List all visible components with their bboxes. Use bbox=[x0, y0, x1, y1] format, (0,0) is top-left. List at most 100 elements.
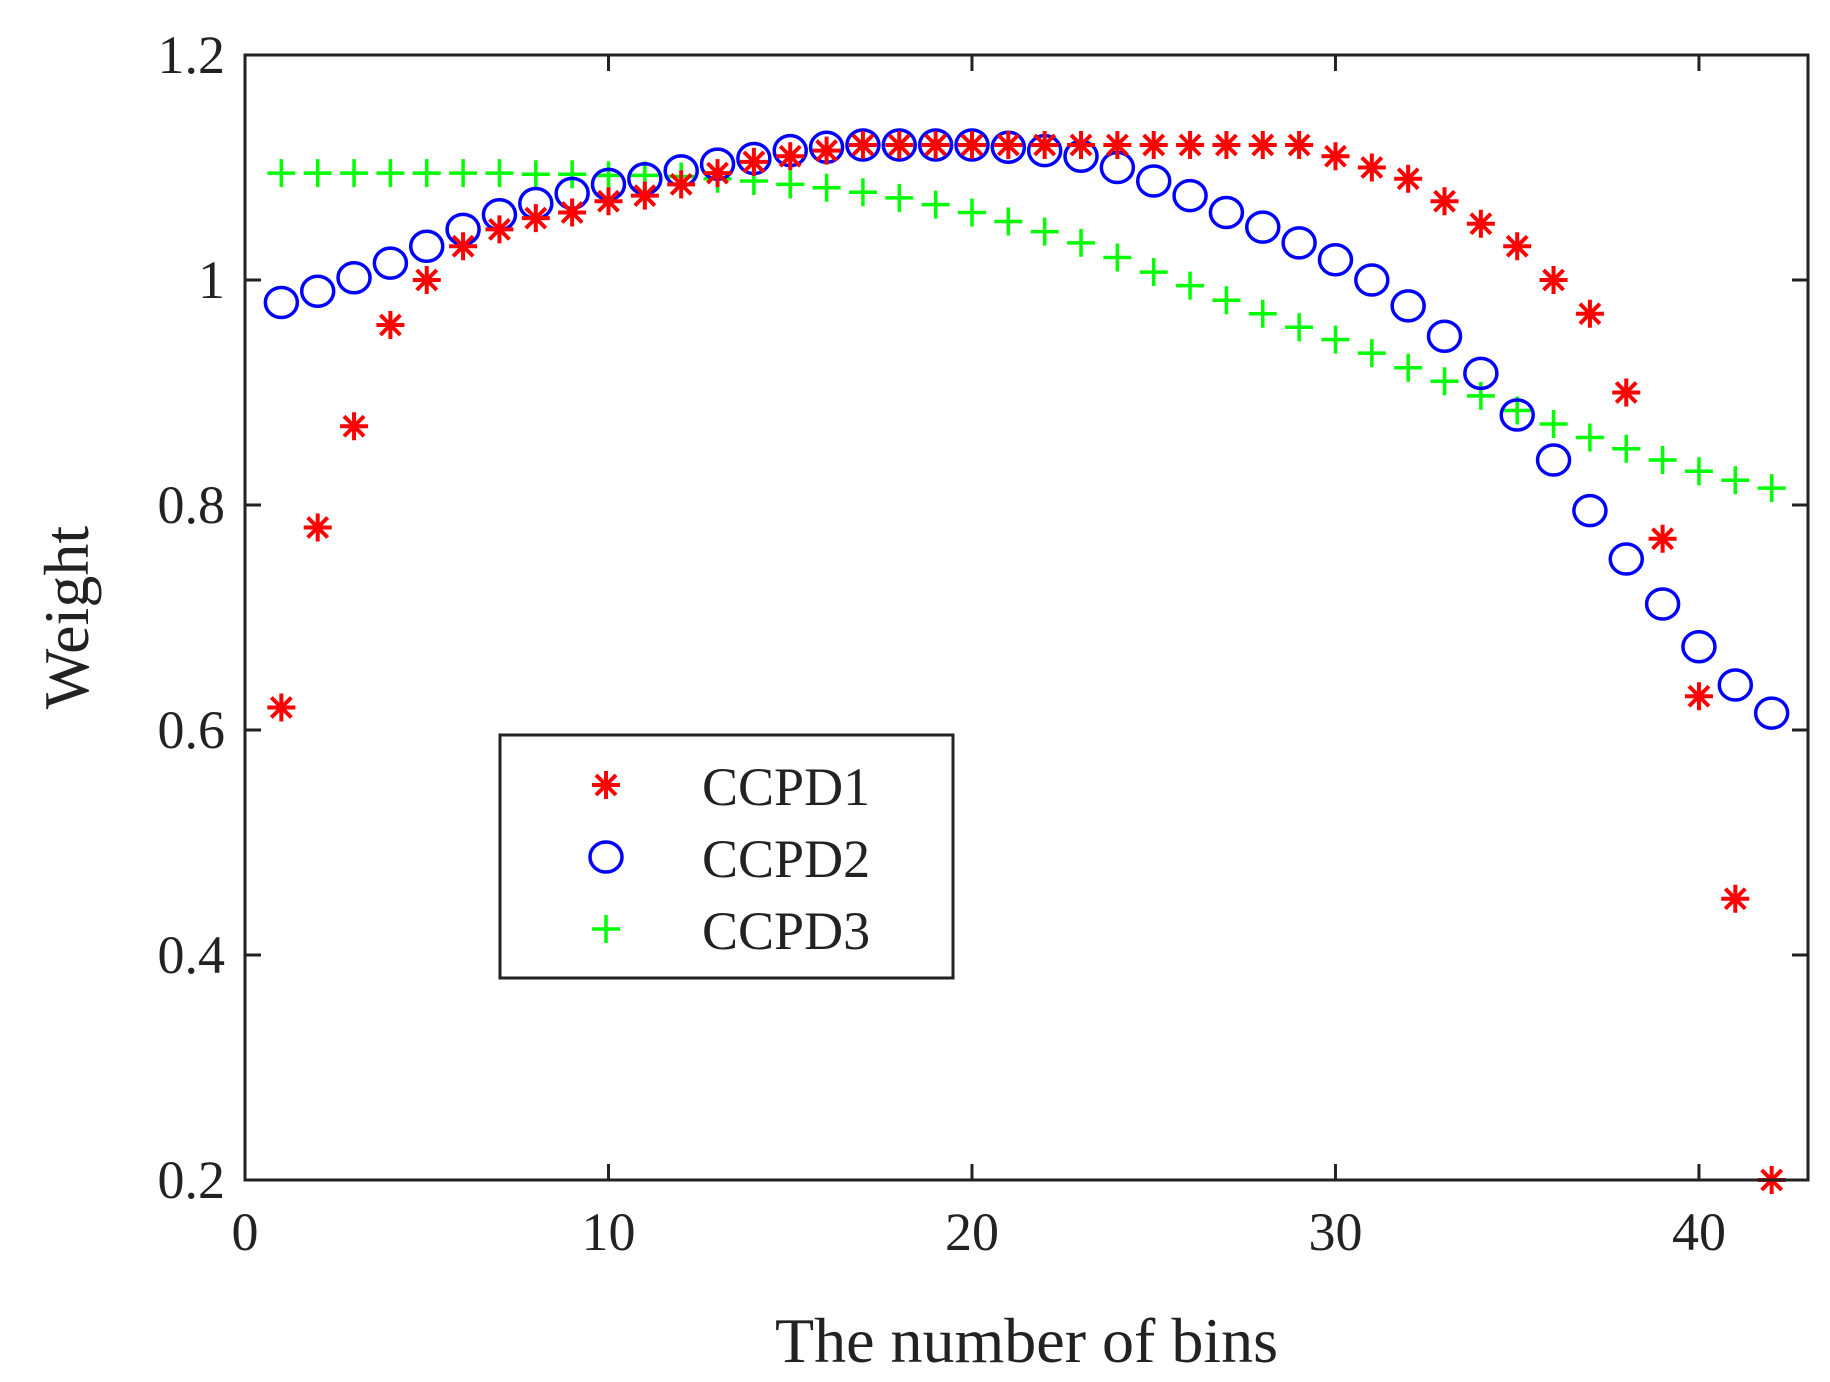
data-point bbox=[303, 159, 332, 188]
y-tick-label: 1.2 bbox=[158, 25, 226, 85]
data-point bbox=[1499, 398, 1535, 432]
data-point bbox=[1285, 131, 1314, 159]
data-point bbox=[558, 198, 587, 227]
data-point bbox=[881, 128, 918, 162]
data-point bbox=[812, 136, 841, 165]
data-point bbox=[1757, 474, 1786, 503]
data-point bbox=[594, 187, 623, 216]
legend-label: CCPD1 bbox=[702, 757, 870, 817]
data-point bbox=[1648, 446, 1677, 474]
data-point bbox=[1321, 325, 1350, 354]
data-point bbox=[1135, 164, 1172, 198]
data-point bbox=[336, 261, 372, 295]
data-point bbox=[1390, 289, 1426, 323]
legend-label: CCPD3 bbox=[702, 901, 870, 961]
data-point bbox=[1212, 286, 1241, 315]
data-point bbox=[1285, 313, 1314, 342]
x-tick-label: 0 bbox=[232, 1202, 259, 1262]
data-point bbox=[1067, 131, 1096, 159]
data-point bbox=[449, 232, 478, 261]
data-point bbox=[1317, 243, 1354, 277]
data-point bbox=[957, 198, 986, 227]
legend-marker bbox=[592, 915, 620, 943]
data-point bbox=[1354, 263, 1390, 297]
data-point bbox=[1535, 443, 1572, 477]
data-point bbox=[1608, 542, 1645, 576]
data-point bbox=[412, 159, 441, 188]
x-axis-label: The number of bins bbox=[775, 1305, 1278, 1376]
data-point bbox=[1684, 457, 1713, 486]
data-point bbox=[1030, 217, 1059, 246]
data-point bbox=[594, 161, 623, 190]
data-point bbox=[263, 285, 300, 320]
data-point bbox=[1030, 131, 1059, 159]
data-point bbox=[1139, 258, 1168, 287]
series-ccpd1 bbox=[267, 131, 1786, 1194]
data-point bbox=[1430, 187, 1459, 216]
x-tick-label: 40 bbox=[1672, 1202, 1726, 1262]
data-point bbox=[1721, 466, 1750, 495]
data-point bbox=[1245, 210, 1281, 244]
data-point bbox=[521, 204, 550, 233]
data-point bbox=[1466, 381, 1495, 410]
data-point bbox=[485, 159, 514, 188]
legend: CCPD1 CCPD2 CCPD3 bbox=[498, 733, 955, 980]
data-point bbox=[1575, 299, 1604, 328]
data-point bbox=[703, 159, 732, 188]
data-point bbox=[1172, 178, 1208, 213]
data-point bbox=[376, 159, 405, 188]
x-tick-label: 20 bbox=[945, 1202, 999, 1262]
x-tick-label: 30 bbox=[1308, 1202, 1362, 1262]
legend-label: CCPD2 bbox=[702, 829, 870, 889]
data-point bbox=[1248, 131, 1277, 159]
data-point bbox=[776, 170, 805, 199]
plot-marks bbox=[263, 128, 1790, 1194]
x-tick-label: 10 bbox=[581, 1202, 635, 1262]
data-point bbox=[1067, 228, 1096, 257]
data-point bbox=[1575, 423, 1604, 452]
data-point bbox=[1721, 884, 1750, 913]
data-point bbox=[1176, 271, 1205, 300]
data-point bbox=[1466, 209, 1495, 238]
data-point bbox=[1612, 378, 1641, 407]
y-tick-label: 0.6 bbox=[158, 700, 226, 760]
y-tick-label: 1 bbox=[198, 250, 225, 310]
data-point bbox=[994, 207, 1023, 236]
data-point bbox=[1394, 353, 1423, 382]
data-point bbox=[848, 131, 877, 159]
data-point bbox=[1281, 226, 1317, 260]
data-point bbox=[340, 159, 369, 188]
data-point bbox=[1648, 524, 1677, 553]
data-point bbox=[372, 246, 409, 280]
data-point bbox=[954, 128, 990, 162]
data-point bbox=[1539, 410, 1568, 438]
data-point bbox=[1321, 142, 1350, 171]
data-point bbox=[1717, 668, 1754, 702]
data-point bbox=[376, 311, 405, 339]
data-point bbox=[1176, 131, 1205, 159]
data-point bbox=[1139, 131, 1168, 159]
y-axis-label: Weight bbox=[31, 526, 102, 709]
data-point bbox=[1248, 299, 1277, 328]
data-point bbox=[1357, 339, 1386, 368]
data-point bbox=[1463, 356, 1499, 391]
data-point bbox=[1572, 493, 1608, 528]
data-point bbox=[521, 160, 550, 189]
data-point bbox=[1684, 682, 1713, 711]
y-tick-label: 0.2 bbox=[158, 1150, 226, 1210]
data-point bbox=[1753, 696, 1790, 730]
data-point bbox=[776, 142, 805, 171]
data-point bbox=[303, 513, 332, 542]
data-point bbox=[412, 266, 441, 294]
data-point bbox=[340, 412, 369, 441]
data-point bbox=[845, 128, 881, 162]
data-point bbox=[917, 128, 954, 162]
y-tick-label: 0.4 bbox=[158, 925, 226, 985]
data-point bbox=[267, 159, 296, 188]
data-point bbox=[299, 274, 336, 308]
data-point bbox=[1644, 587, 1681, 621]
data-point bbox=[485, 215, 514, 244]
data-point bbox=[449, 159, 478, 188]
plot-frame bbox=[243, 53, 1810, 1182]
data-point bbox=[558, 160, 587, 189]
